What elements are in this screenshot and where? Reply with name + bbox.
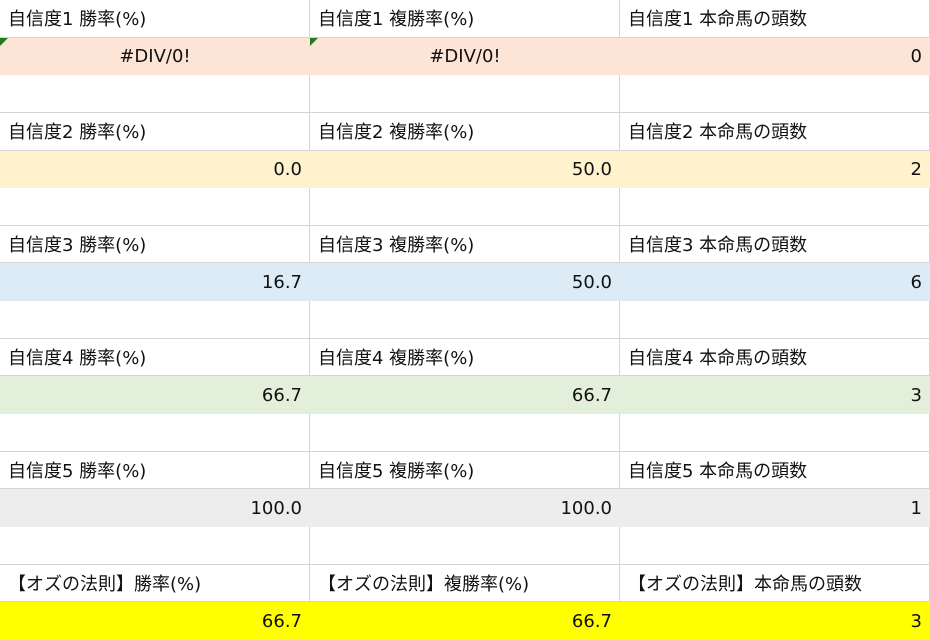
error-indicator-icon[interactable] [310,37,318,46]
header-cell[interactable]: 自信度2 勝率(%) [0,112,310,151]
value-cell[interactable]: 6 [620,263,930,302]
cell-value: 1 [910,497,922,519]
value-cell[interactable]: 16.7 [0,263,310,302]
value-cell[interactable]: 3 [620,602,930,640]
cell-value: 0.0 [273,158,302,180]
value-cell[interactable]: 50.0 [310,263,620,302]
header-cell[interactable]: 自信度4 本命馬の頭数 [620,338,930,377]
value-cell[interactable]: 0 [620,37,930,76]
value-cell[interactable]: 100.0 [310,489,620,527]
cell-value: 100.0 [250,497,302,519]
empty-cell[interactable] [0,75,310,113]
value-cell[interactable]: 1 [620,489,930,527]
error-indicator-icon[interactable] [0,37,8,46]
value-cell[interactable]: 0.0 [0,150,310,189]
value-cell[interactable]: 66.7 [310,602,620,640]
empty-cell[interactable] [310,75,620,113]
header-cell[interactable]: 自信度3 勝率(%) [0,225,310,264]
empty-cell[interactable] [310,301,620,339]
cell-value: 2 [910,158,922,180]
value-cell[interactable]: 50.0 [310,150,620,189]
header-cell[interactable]: 自信度1 複勝率(%) [310,0,620,38]
value-cell[interactable]: 66.7 [310,376,620,415]
error-value-cell[interactable]: #DIV/0! [0,37,310,76]
empty-cell[interactable] [310,526,620,565]
cell-value: 66.7 [261,610,302,632]
header-cell[interactable]: 自信度2 複勝率(%) [310,112,620,151]
cell-value: #DIV/0! [119,45,191,67]
empty-cell[interactable] [0,526,310,565]
cell-value: #DIV/0! [429,45,501,67]
header-cell[interactable]: 自信度1 勝率(%) [0,0,310,38]
cell-value: 66.7 [571,384,612,406]
cell-value: 3 [910,384,922,406]
cell-value: 50.0 [571,158,612,180]
header-cell[interactable]: 自信度2 本命馬の頭数 [620,112,930,151]
header-cell[interactable]: 【オズの法則】勝率(%) [0,564,310,603]
value-cell[interactable]: 66.7 [0,376,310,415]
empty-cell[interactable] [620,526,930,565]
error-value-cell[interactable]: #DIV/0! [310,37,620,76]
header-cell[interactable]: 自信度4 複勝率(%) [310,338,620,377]
cell-value: 6 [910,271,922,293]
value-cell[interactable]: 2 [620,150,930,189]
cell-value: 16.7 [261,271,302,293]
cell-value: 66.7 [261,384,302,406]
cell-value: 66.7 [571,610,612,632]
cell-value: 100.0 [560,497,612,519]
cell-value: 50.0 [571,271,612,293]
empty-cell[interactable] [620,301,930,339]
empty-cell[interactable] [0,188,310,226]
cell-value: 3 [910,610,922,632]
header-cell[interactable]: 自信度5 複勝率(%) [310,451,620,490]
value-cell[interactable]: 100.0 [0,489,310,527]
value-cell[interactable]: 3 [620,376,930,415]
empty-cell[interactable] [620,188,930,226]
value-cell[interactable]: 66.7 [0,602,310,640]
header-cell[interactable]: 【オズの法則】本命馬の頭数 [620,564,930,603]
header-cell[interactable]: 自信度3 複勝率(%) [310,225,620,264]
empty-cell[interactable] [620,414,930,452]
empty-cell[interactable] [310,188,620,226]
cell-value: 0 [910,45,922,67]
empty-cell[interactable] [0,301,310,339]
empty-cell[interactable] [0,414,310,452]
header-cell[interactable]: 【オズの法則】複勝率(%) [310,564,620,603]
empty-cell[interactable] [620,75,930,113]
header-cell[interactable]: 自信度5 勝率(%) [0,451,310,490]
empty-cell[interactable] [310,414,620,452]
header-cell[interactable]: 自信度1 本命馬の頭数 [620,0,930,38]
header-cell[interactable]: 自信度4 勝率(%) [0,338,310,377]
header-cell[interactable]: 自信度3 本命馬の頭数 [620,225,930,264]
header-cell[interactable]: 自信度5 本命馬の頭数 [620,451,930,490]
